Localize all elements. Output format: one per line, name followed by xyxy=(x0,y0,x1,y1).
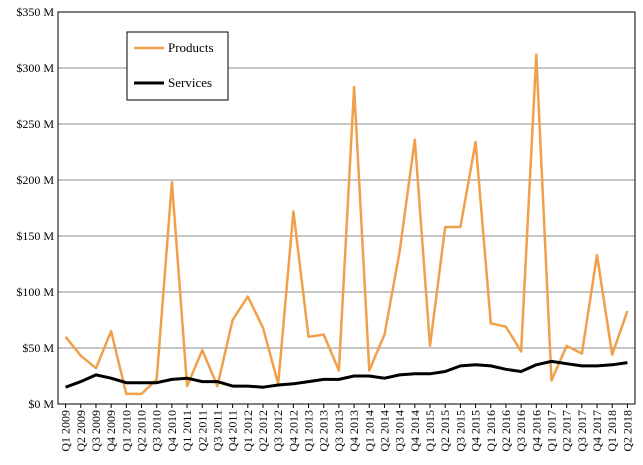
x-tick-label: Q4 2016 xyxy=(529,410,543,452)
x-tick-label: Q1 2011 xyxy=(180,410,194,451)
x-tick-label: Q3 2011 xyxy=(210,410,224,451)
x-tick-label: Q2 2011 xyxy=(195,410,209,451)
x-tick-label: Q3 2014 xyxy=(393,410,407,452)
y-tick-label: $0 M xyxy=(28,397,54,411)
plot-area-border xyxy=(57,11,636,405)
x-tick-label: Q3 2017 xyxy=(575,410,589,452)
series-line-services xyxy=(65,359,628,389)
x-tick-label: Q1 2018 xyxy=(605,410,619,452)
x-tick-label: Q3 2013 xyxy=(332,410,346,452)
x-tick-label: Q3 2016 xyxy=(514,410,528,452)
x-tick-label: Q2 2018 xyxy=(620,410,634,452)
y-axis-tick-labels: $0 M $50 M $100 M $150 M $200 M $250 M $300 M $… xyxy=(16,5,54,411)
x-tick-label: Q3 2010 xyxy=(150,410,164,452)
y-tick-label: $350 M xyxy=(16,5,54,19)
x-tick-label: Q2 2013 xyxy=(317,410,331,452)
legend-box xyxy=(126,31,229,101)
x-tick-label: Q4 2010 xyxy=(165,410,179,452)
y-tick-label: $200 M xyxy=(16,173,54,187)
x-tick-label: Q2 2017 xyxy=(560,410,574,452)
x-tick-label: Q1 2016 xyxy=(484,410,498,452)
x-tick-label: Q1 2012 xyxy=(241,410,255,452)
x-tick-label: Q3 2012 xyxy=(271,410,285,452)
x-tick-label: Q1 2014 xyxy=(362,410,376,452)
y-tick-label: $100 M xyxy=(16,285,54,299)
x-tick-label: Q4 2011 xyxy=(226,410,240,451)
series-lines xyxy=(64,53,629,396)
x-tick-label: Q4 2017 xyxy=(590,410,604,452)
y-tick-label: $300 M xyxy=(16,61,54,75)
x-tick-label: Q4 2015 xyxy=(469,410,483,452)
legend-label-services: Services xyxy=(168,75,212,90)
x-axis-tick-labels: Q1 2009 Q2 2009 Q3 2009 Q4 2009 Q1 2010 Q2 20… xyxy=(59,404,634,452)
y-tick-label: $150 M xyxy=(16,229,54,243)
x-tick-label: Q3 2009 xyxy=(89,410,103,452)
legend: Products Services xyxy=(126,31,229,101)
x-tick-label: Q4 2014 xyxy=(408,410,422,452)
x-tick-label: Q1 2015 xyxy=(423,410,437,452)
x-tick-label: Q4 2009 xyxy=(104,410,118,452)
x-tick-label: Q2 2012 xyxy=(256,410,270,452)
x-tick-label: Q2 2010 xyxy=(135,410,149,452)
x-tick-label: Q2 2014 xyxy=(377,410,391,452)
x-tick-label: Q4 2012 xyxy=(286,410,300,452)
x-tick-label: Q1 2010 xyxy=(119,410,133,452)
series-line-products xyxy=(64,53,629,396)
y-tick-label: $250 M xyxy=(16,117,54,131)
legend-label-products: Products xyxy=(168,40,214,55)
x-tick-label: Q2 2016 xyxy=(499,410,513,452)
x-tick-label: Q4 2013 xyxy=(347,410,361,452)
x-tick-label: Q1 2017 xyxy=(544,410,558,452)
x-tick-label: Q1 2013 xyxy=(302,410,316,452)
x-tick-label: Q2 2015 xyxy=(438,410,452,452)
x-tick-label: Q2 2009 xyxy=(74,410,88,452)
y-tick-label: $50 M xyxy=(22,341,54,355)
x-tick-label: Q3 2015 xyxy=(453,410,467,452)
x-tick-label: Q1 2009 xyxy=(59,410,73,452)
